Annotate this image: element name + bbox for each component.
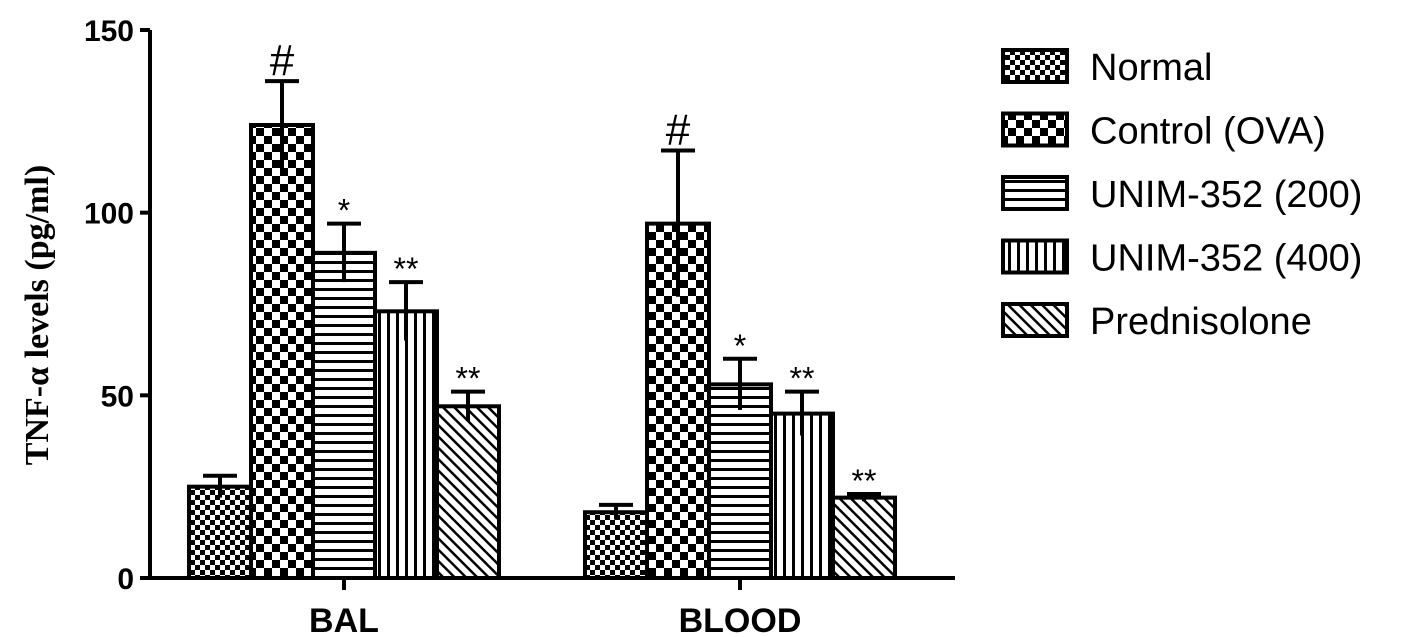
legend-swatch xyxy=(1001,175,1069,211)
x-category-label: BAL xyxy=(309,602,379,637)
significance-marker: ** xyxy=(456,361,481,397)
legend-swatch xyxy=(1001,111,1069,148)
significance-marker: # xyxy=(666,106,691,155)
bar xyxy=(435,404,501,580)
legend-label: UNIM-352 (400) xyxy=(1090,238,1362,280)
significance-marker: * xyxy=(338,193,350,229)
y-tick-label: 150 xyxy=(84,15,134,48)
y-tick-label: 0 xyxy=(117,563,134,596)
legend-swatch xyxy=(1001,48,1069,84)
bar xyxy=(311,250,377,580)
bar xyxy=(187,484,253,580)
y-tick-label: 50 xyxy=(101,380,134,413)
legend-label: Prednisolone xyxy=(1090,301,1312,343)
bar xyxy=(249,122,315,580)
bar xyxy=(831,495,897,581)
legend-swatch xyxy=(1001,238,1069,275)
legend-label: UNIM-352 (200) xyxy=(1090,174,1362,216)
legend-label: Normal xyxy=(1090,47,1212,89)
bar xyxy=(583,510,649,580)
y-axis-label: TNF-α levels (pg/ml) xyxy=(19,165,56,465)
significance-marker: ** xyxy=(394,251,419,287)
bar xyxy=(373,309,439,580)
x-category-label: BLOOD xyxy=(679,602,802,637)
significance-marker: * xyxy=(734,328,746,364)
legend-label: Control (OVA) xyxy=(1090,111,1326,153)
bar xyxy=(769,411,835,580)
legend-swatch xyxy=(1001,302,1069,338)
significance-marker: ** xyxy=(790,361,815,397)
significance-marker: ** xyxy=(852,463,877,499)
bar xyxy=(707,382,773,580)
y-tick-label: 100 xyxy=(84,198,134,231)
significance-marker: # xyxy=(270,36,295,85)
